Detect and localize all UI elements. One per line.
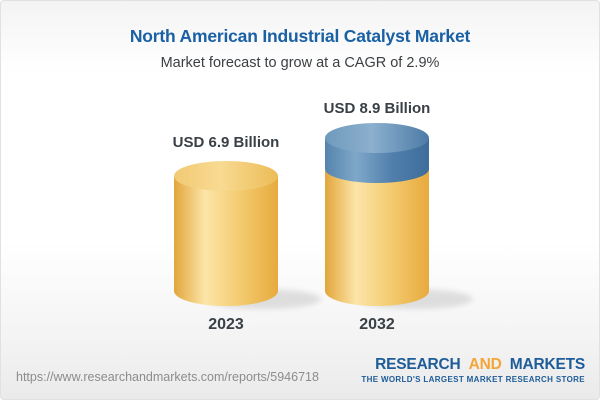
bar-value-label-2023: USD 6.9 Billion bbox=[172, 134, 280, 151]
bar-2023 bbox=[174, 161, 321, 309]
cylinder-top bbox=[174, 161, 278, 191]
bar-category-label-2032: 2032 bbox=[359, 316, 395, 333]
cylinder-body bbox=[174, 176, 278, 306]
logo-word-markets: MARKETS bbox=[509, 356, 585, 373]
brand-logo: RESEARCH AND MARKETS THE WORLD'S LARGEST… bbox=[361, 357, 585, 384]
chart-title: North American Industrial Catalyst Marke… bbox=[129, 26, 471, 46]
chart-subtitle: Market forecast to grow at a CAGR of 2.9… bbox=[160, 55, 440, 71]
bar-category-label-2023: 2023 bbox=[208, 316, 244, 333]
logo-tagline: THE WORLD'S LARGEST MARKET RESEARCH STOR… bbox=[361, 374, 585, 384]
cylinder-top bbox=[325, 123, 429, 153]
logo-word-and: AND bbox=[468, 356, 502, 373]
logo-wordmark: RESEARCH AND MARKETS bbox=[361, 357, 585, 373]
report-url: https://www.researchandmarkets.com/repor… bbox=[16, 370, 319, 384]
cylinder-bar-chart bbox=[174, 123, 473, 309]
bar-2032 bbox=[325, 123, 473, 309]
bar-value-label-2032: USD 8.9 Billion bbox=[323, 100, 431, 117]
logo-word-research: RESEARCH bbox=[375, 356, 461, 373]
